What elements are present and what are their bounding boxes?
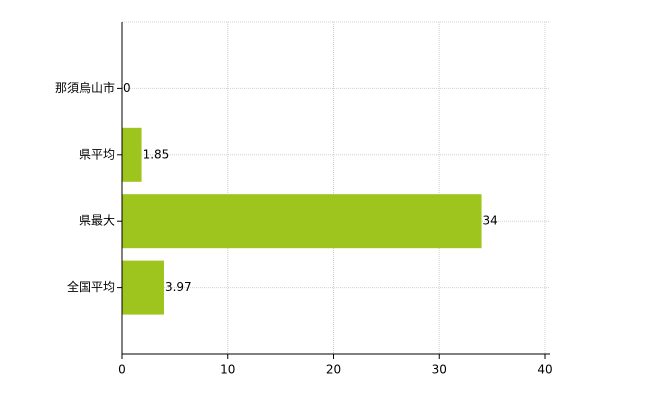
x-tick-label: 0 [118, 363, 126, 377]
y-tick-label: 全国平均 [67, 279, 115, 294]
y-tick-label: 県最大 [79, 214, 115, 228]
x-tick-label: 30 [432, 363, 447, 377]
bar [122, 260, 164, 315]
x-tick-label: 10 [220, 363, 235, 377]
data-label: 1.85 [143, 147, 170, 161]
data-label: 3.97 [165, 280, 192, 294]
x-tick-label: 40 [537, 363, 552, 377]
bar [122, 194, 482, 249]
y-tick-label: 県平均 [79, 147, 115, 161]
bar [122, 127, 142, 182]
y-tick-label: 那須烏山市 [55, 80, 115, 95]
data-label: 0 [123, 81, 131, 95]
data-label: 34 [483, 214, 498, 228]
x-tick-label: 20 [326, 363, 341, 377]
